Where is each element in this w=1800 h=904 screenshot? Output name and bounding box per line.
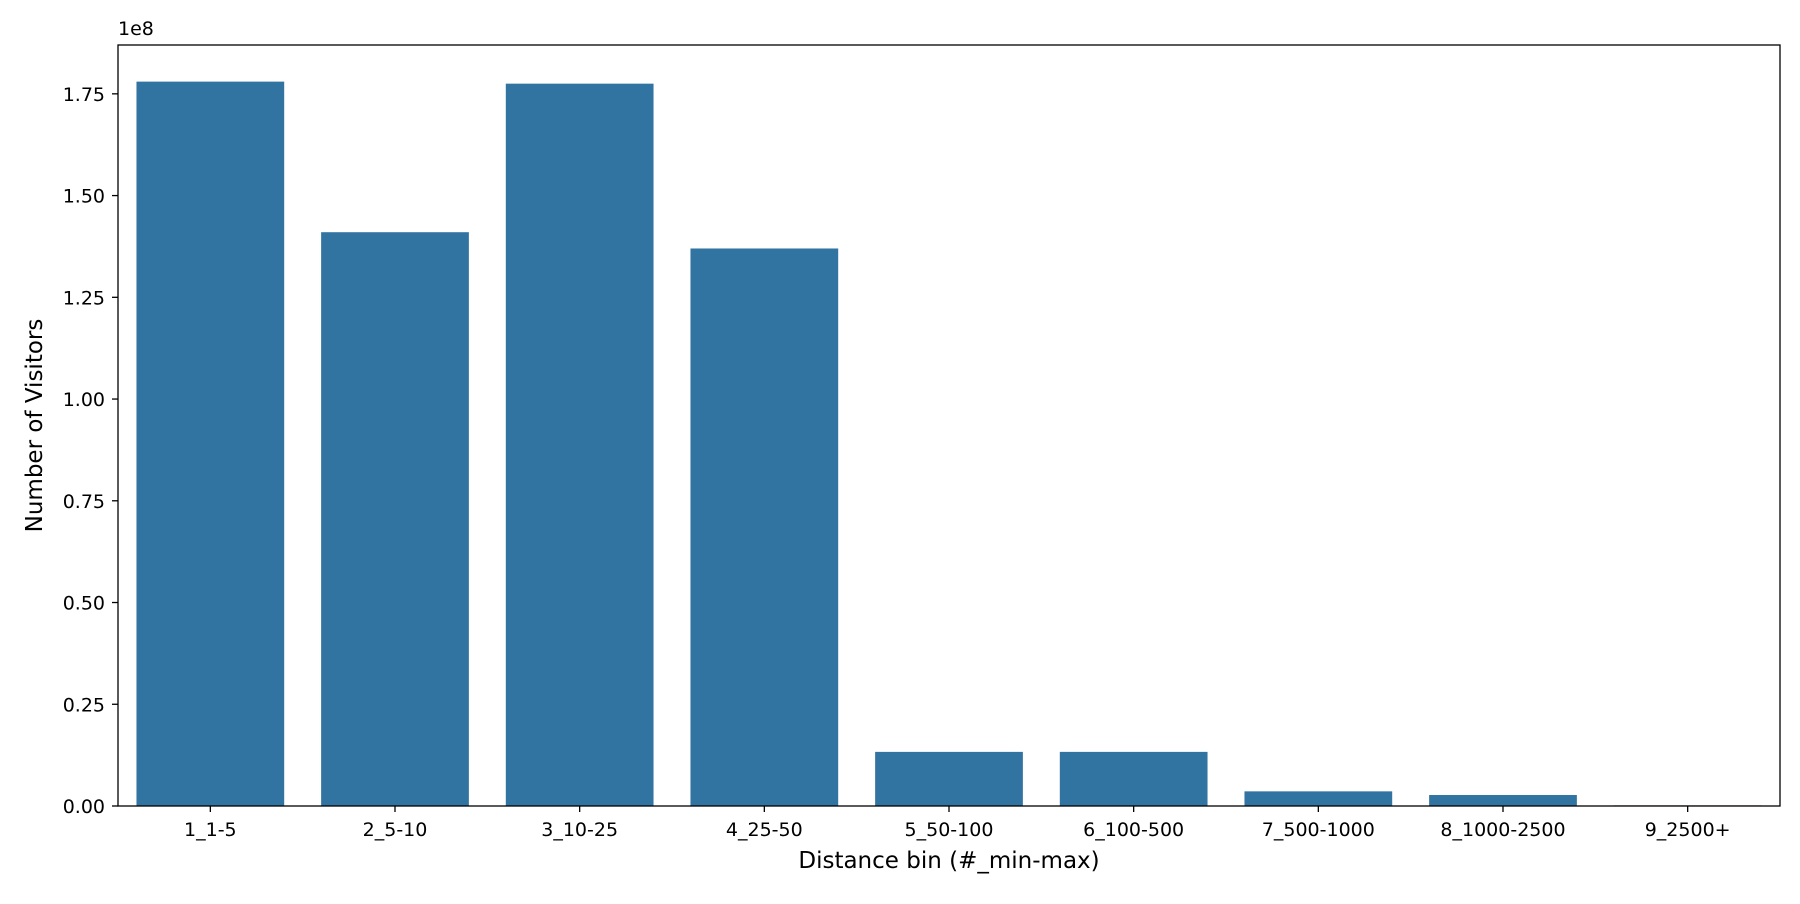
x-tick-label: 1_1-5 (184, 819, 237, 841)
bars-group (136, 81, 1762, 807)
bar-4_25-50 (690, 248, 839, 806)
y-tick-label: 0.75 (63, 491, 105, 513)
bar-2_5-10 (321, 232, 469, 806)
x-tick-label: 7_500-1000 (1262, 819, 1375, 841)
y-axis-offset-label: 1e8 (118, 18, 154, 40)
x-axis-label: Distance bin (#_min-max) (798, 848, 1099, 874)
x-tick-label: 2_5-10 (363, 819, 428, 841)
bar-1_1-5 (136, 81, 285, 806)
y-tick-label: 0.50 (63, 593, 105, 615)
bar-8_1000-2500 (1429, 795, 1577, 806)
x-tick-label: 3_10-25 (541, 819, 618, 841)
y-axis-label: Number of Visitors (22, 319, 48, 533)
y-tick-label: 1.50 (63, 186, 105, 208)
y-tick-label: 1.25 (63, 287, 105, 309)
x-tick-label: 8_1000-2500 (1440, 819, 1565, 841)
y-tick-label: 0.25 (63, 694, 105, 716)
bar-7_500-1000 (1244, 791, 1393, 806)
x-axis: 1_1-5 2_5-10 3_10-25 4_25-50 5_50-100 6_100-5… (184, 806, 1731, 841)
x-tick-label: 4_25-50 (726, 819, 803, 841)
y-axis: 0.00 0.25 0.50 0.75 1.00 1.25 1.50 1.75 (63, 84, 118, 818)
y-tick-label: 0.00 (63, 796, 105, 818)
bar-5_50-100 (875, 751, 1023, 806)
y-tick-label: 1.75 (63, 84, 105, 106)
y-tick-label: 1.00 (63, 389, 105, 411)
x-tick-label: 5_50-100 (905, 819, 994, 841)
x-tick-label: 9_2500+ (1645, 819, 1731, 841)
bar-3_10-25 (505, 83, 654, 807)
x-tick-label: 6_100-500 (1083, 819, 1184, 841)
bar-6_100-500 (1059, 751, 1208, 806)
